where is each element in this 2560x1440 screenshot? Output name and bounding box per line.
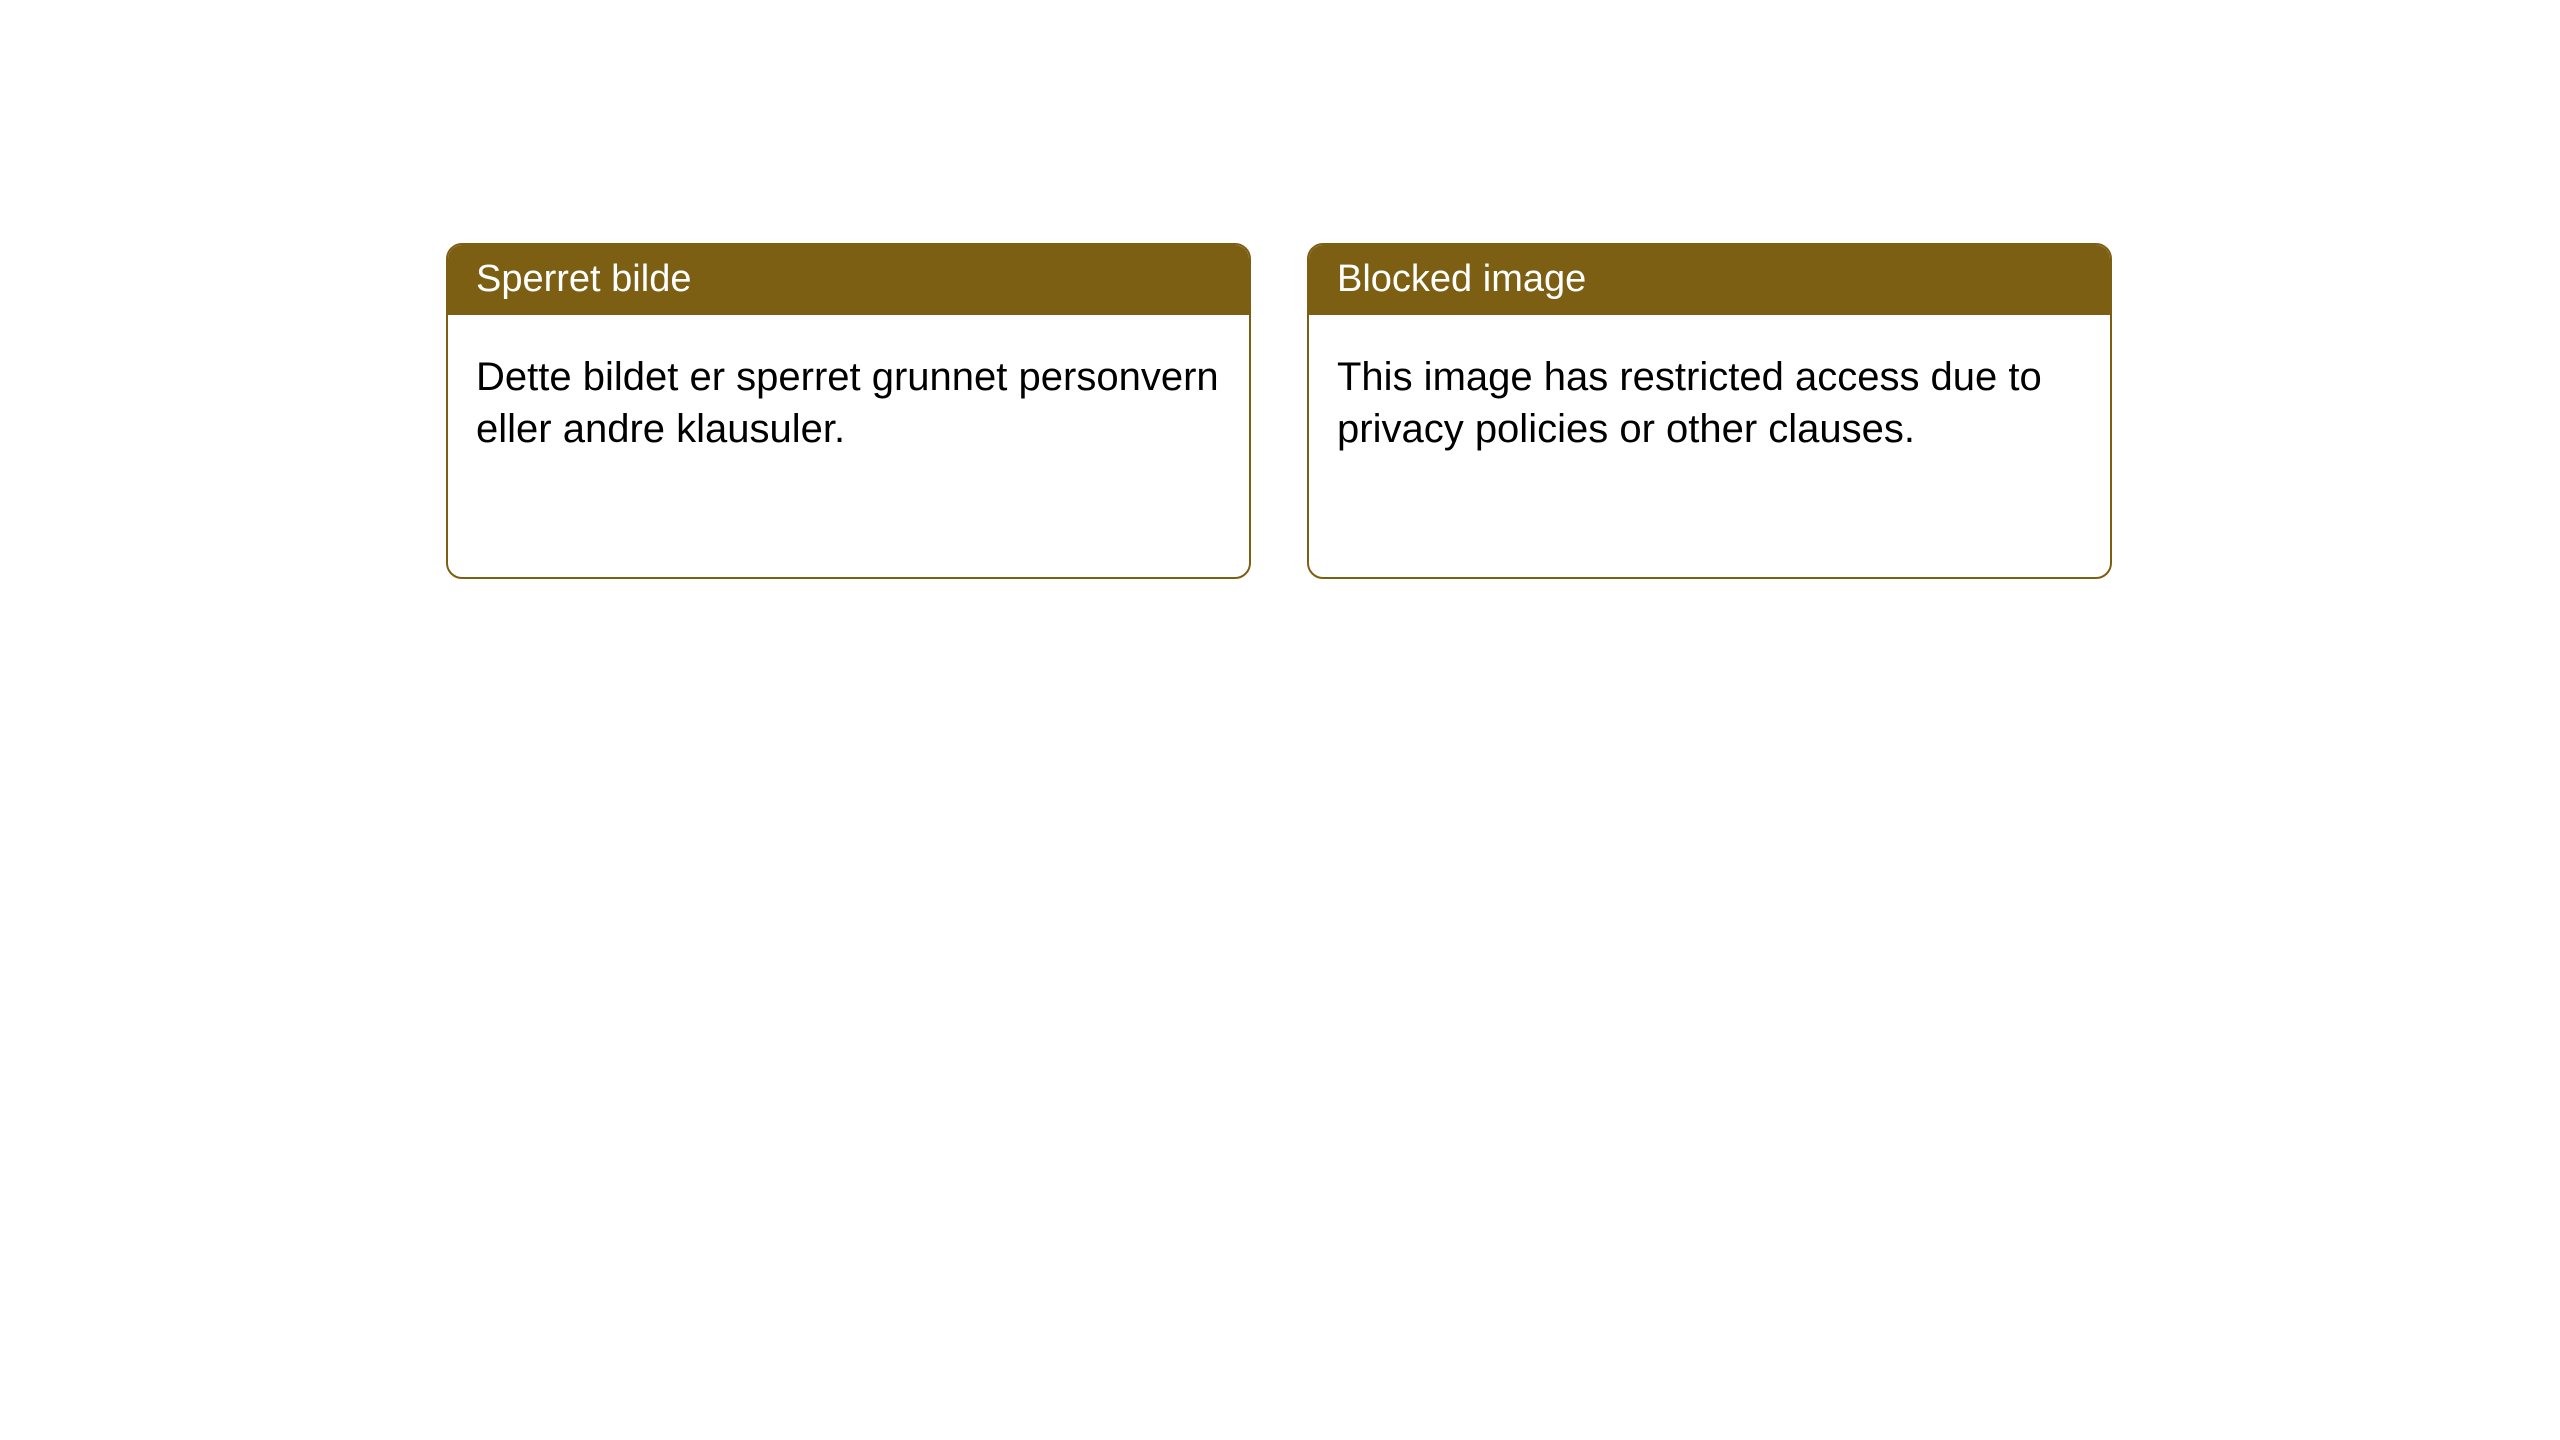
notice-title: Blocked image [1337,258,1586,300]
notice-card-norwegian: Sperret bilde Dette bildet er sperret gr… [446,243,1251,579]
notice-card-body: This image has restricted access due to … [1309,315,2110,491]
notice-card-header: Sperret bilde [448,245,1249,315]
notice-title: Sperret bilde [476,258,691,300]
notice-body-text: Dette bildet er sperret grunnet personve… [476,355,1219,451]
notice-card-header: Blocked image [1309,245,2110,315]
notice-card-body: Dette bildet er sperret grunnet personve… [448,315,1249,491]
notice-card-english: Blocked image This image has restricted … [1307,243,2112,579]
notice-body-text: This image has restricted access due to … [1337,355,2042,451]
notice-container: Sperret bilde Dette bildet er sperret gr… [446,243,2112,579]
